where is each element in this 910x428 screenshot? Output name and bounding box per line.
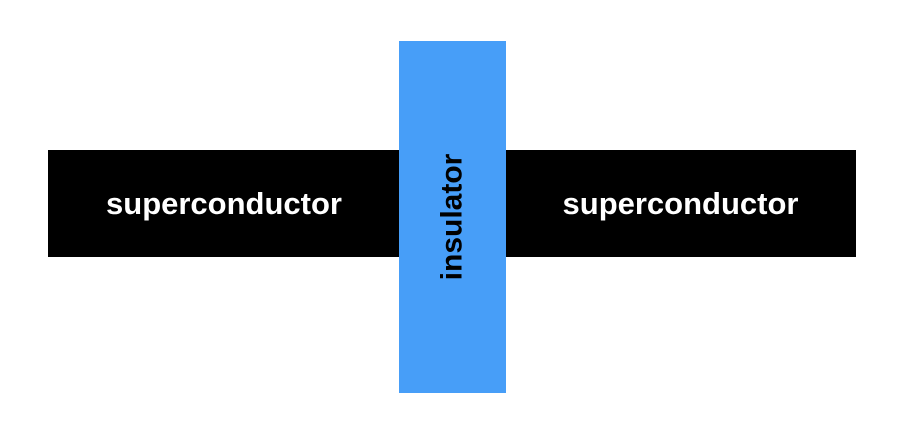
left-superconductor-label: superconductor [106,185,342,221]
right-superconductor-label: superconductor [562,185,799,221]
insulator-barrier: insulator [399,41,506,393]
left-superconductor-block: superconductor [48,150,400,257]
right-superconductor-block: superconductor [505,150,856,257]
insulator-label: insulator [435,153,469,281]
